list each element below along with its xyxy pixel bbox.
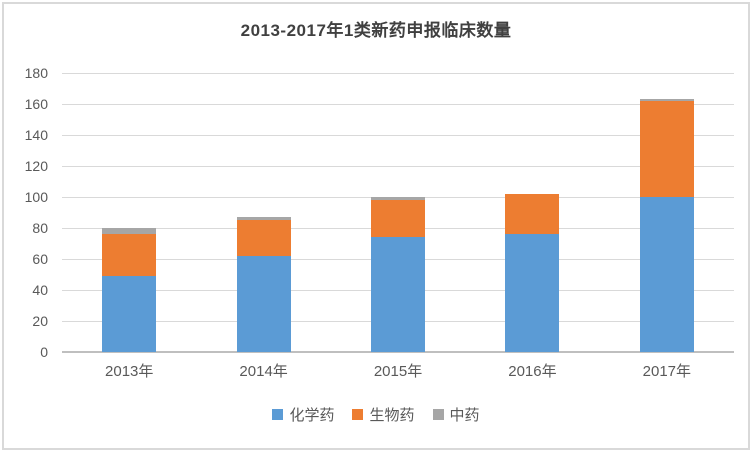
bar-segment <box>505 193 560 235</box>
gridline <box>62 104 734 105</box>
x-axis-label: 2016年 <box>508 363 557 380</box>
y-axis-label: 120 <box>24 158 48 174</box>
legend-swatch-icon <box>272 409 284 420</box>
bar-segment <box>102 228 157 235</box>
y-axis-label: 40 <box>32 282 48 298</box>
legend-label: 中药 <box>449 407 480 424</box>
y-axis-label: 80 <box>32 220 48 236</box>
x-axis-baseline <box>62 351 734 353</box>
x-axis-label: 2017年 <box>642 363 692 380</box>
x-axis-label: 2014年 <box>239 363 288 380</box>
bar-segment <box>371 200 426 238</box>
stacked-bar <box>639 99 694 352</box>
legend: 化学药 生物药 中药 <box>0 404 752 425</box>
bar-segment <box>639 100 694 197</box>
bar-segment <box>371 197 426 201</box>
x-axis-label: 2015年 <box>373 363 423 380</box>
y-axis-label: 180 <box>24 65 48 81</box>
legend-item: 中药 <box>432 404 480 425</box>
y-axis-label: 160 <box>24 96 48 112</box>
bar-segment <box>102 234 157 277</box>
gridline <box>62 166 734 167</box>
bar-segment <box>236 255 291 352</box>
stacked-bar <box>236 217 291 352</box>
stacked-bar <box>102 228 157 352</box>
bar-slot <box>331 73 465 352</box>
x-axis: 2013年 2014年 2015年 2016年 2017年 <box>62 360 734 381</box>
plot-area: 0 20 40 60 80 100 120 140 160 180 <box>25 66 734 359</box>
bars-container <box>62 73 734 352</box>
y-axis-label: 0 <box>40 344 48 360</box>
bar-slot <box>465 73 599 352</box>
bar-segment <box>236 217 291 221</box>
chart-title: 2013-2017年1类新药申报临床数量 <box>240 21 512 40</box>
x-axis-label: 2013年 <box>105 363 154 380</box>
legend-label: 生物药 <box>369 407 415 424</box>
y-axis-label: 140 <box>24 127 48 143</box>
bar-slot <box>62 73 196 352</box>
gridline <box>62 73 734 74</box>
legend-swatch-icon <box>432 409 444 420</box>
legend-swatch-icon <box>352 409 364 420</box>
legend-label: 化学药 <box>289 407 335 424</box>
bar-slot <box>600 73 734 352</box>
bar-segment <box>236 220 291 256</box>
y-axis-label: 20 <box>32 313 48 329</box>
bar-segment <box>639 197 694 352</box>
stacked-bar <box>371 197 426 352</box>
bar-segment <box>371 237 426 352</box>
y-axis-label: 60 <box>32 251 48 267</box>
bar-segment <box>639 99 694 101</box>
gridline <box>62 135 734 136</box>
y-axis-label: 100 <box>24 189 48 205</box>
legend-item: 生物药 <box>352 404 415 425</box>
bar-slot <box>196 73 330 352</box>
bar-segment <box>102 276 157 352</box>
legend-item: 化学药 <box>272 404 334 425</box>
stacked-bar <box>505 193 560 352</box>
bar-segment <box>505 234 560 352</box>
